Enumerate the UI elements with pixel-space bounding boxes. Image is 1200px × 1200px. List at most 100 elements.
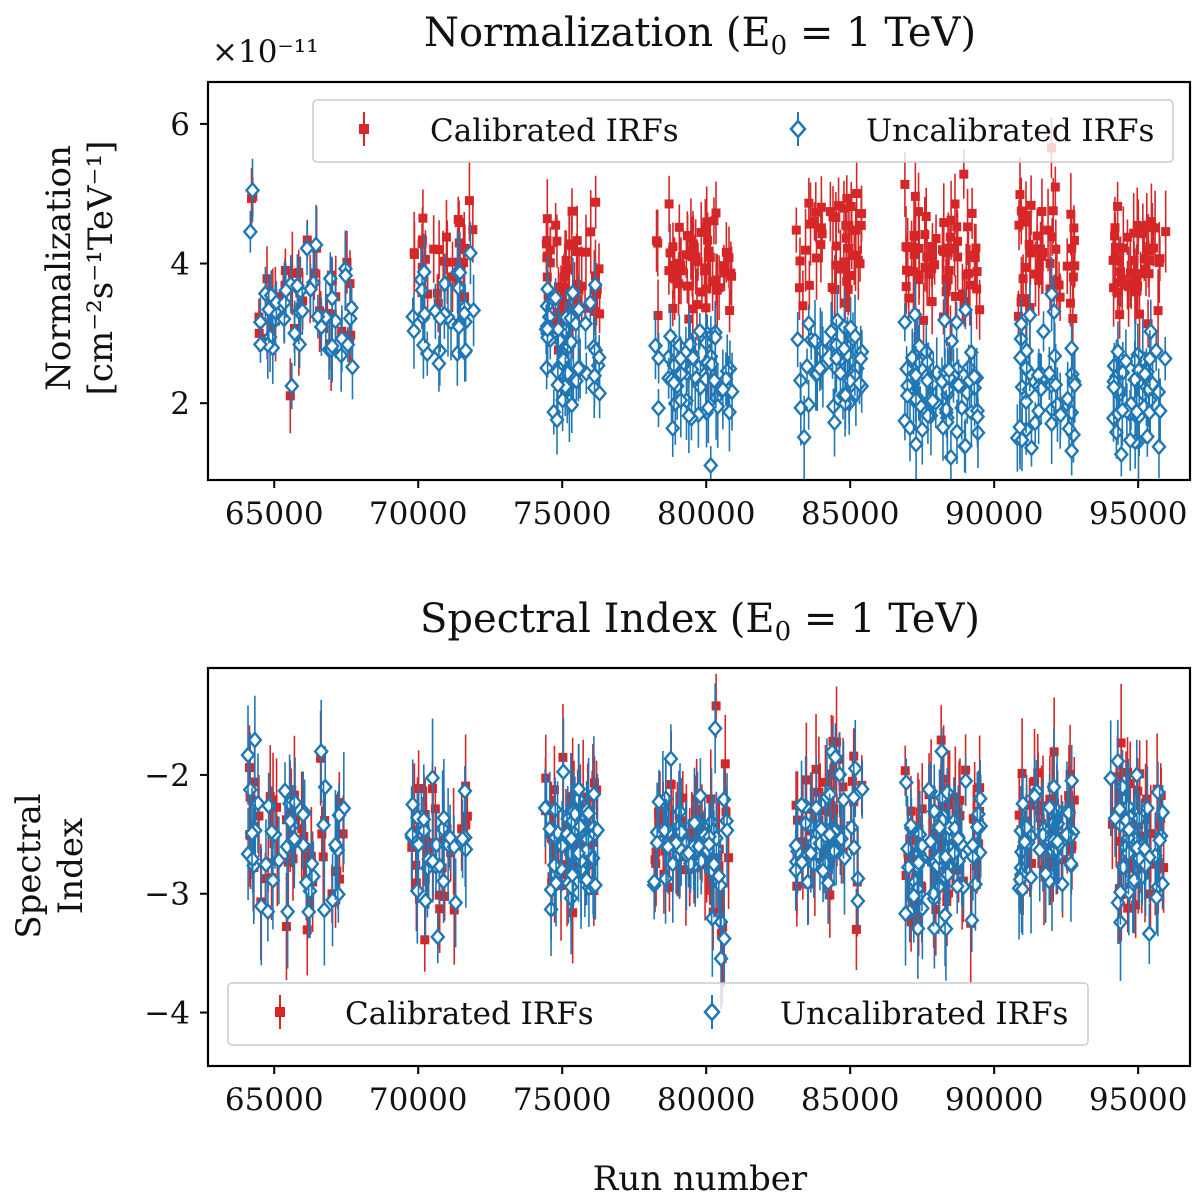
uncalibrated-point [539, 359, 555, 377]
uncalibrated-point [431, 354, 447, 373]
calibrated-point [1070, 261, 1080, 271]
calibrated-point [857, 209, 867, 219]
uncalibrated-point [897, 904, 914, 923]
uncalibrated-point [713, 949, 729, 968]
calibrated-point [727, 271, 737, 281]
uncalibrated-point [646, 872, 662, 891]
uncalibrated-point [568, 314, 584, 333]
calibrated-point [690, 804, 700, 814]
calibrated-point [847, 776, 857, 786]
uncalibrated-point [790, 330, 806, 349]
normalization-axes-frame [206, 80, 1192, 482]
uncalibrated-point [803, 844, 819, 862]
calibrated-point [700, 222, 710, 232]
uncalibrated-point [550, 320, 566, 339]
uncalibrated-point [1067, 376, 1083, 394]
uncalibrated-point [672, 349, 689, 368]
uncalibrated-point [938, 919, 954, 938]
calibrated-point [904, 293, 914, 303]
ylabel-line-2: Index [51, 818, 91, 914]
uncalibrated-point [1108, 423, 1124, 442]
uncalibrated-point [587, 876, 603, 894]
calibrated-point [1068, 272, 1078, 282]
uncalibrated-point [1012, 418, 1028, 436]
uncalibrated-point [1103, 769, 1119, 788]
calibrated-point [438, 256, 448, 266]
calibrated-point [817, 229, 827, 239]
uncalibrated-point [964, 911, 980, 930]
uncalibrated-point [1064, 771, 1080, 790]
calibrated-point [839, 203, 849, 213]
calibrated-point [721, 247, 731, 257]
uncalibrated-point [1114, 401, 1130, 420]
calibrated-point [714, 283, 724, 293]
x-tick-label: 70000 [369, 496, 468, 532]
uncalibrated-point [799, 357, 815, 376]
uncalibrated-point [692, 378, 709, 397]
calibrated-point [1069, 235, 1079, 245]
y-tick-label: 4 [170, 247, 190, 283]
uncalibrated-point [564, 396, 580, 414]
calibrated-point [595, 309, 605, 319]
calibrated-point [1142, 220, 1152, 230]
calibrated-point [851, 924, 861, 934]
calibrated-point [696, 227, 706, 237]
uncalibrated-point [949, 422, 965, 441]
uncalibrated-point [548, 874, 564, 892]
uncalibrated-point [957, 437, 973, 455]
uncalibrated-point [1143, 322, 1159, 341]
calibrated-point [950, 244, 960, 254]
x-tick-label: 65000 [225, 1082, 324, 1118]
uncalibrated-point [829, 311, 845, 330]
uncalibrated-point [1013, 315, 1029, 333]
calibrated-point [910, 191, 920, 201]
calibrated-point [1116, 738, 1126, 748]
uncalibrated-point [550, 376, 566, 394]
uncalibrated-point [925, 391, 941, 410]
uncalibrated-point [827, 748, 843, 767]
uncalibrated-point [442, 828, 458, 847]
calibrated-point [900, 766, 910, 776]
uncalibrated-point [1152, 831, 1168, 850]
calibrated-point [946, 215, 956, 225]
uncalibrated-point [843, 318, 859, 337]
uncalibrated-point [666, 373, 682, 392]
legend-box [312, 99, 1174, 163]
calibrated-point [688, 830, 698, 840]
uncalibrated-point [1023, 868, 1039, 887]
calibrated-point [409, 249, 419, 259]
calibrated-point [653, 310, 663, 320]
uncalibrated-point [1015, 794, 1031, 813]
calibrated-point [254, 811, 264, 821]
normalization-panel: Normalization (E0 = 1 TeV) ×10⁻¹¹ Normal… [39, 10, 1192, 532]
uncalibrated-point [1126, 871, 1142, 889]
calibrated-point [317, 829, 327, 839]
calibrated-point [1045, 858, 1055, 868]
uncalibrated-point [565, 283, 581, 302]
ylabel-line-1: Normalization [39, 145, 79, 391]
ylabel-line-1: Spectral [9, 793, 49, 938]
calibrated-point [709, 216, 719, 226]
calibrated-point [806, 219, 816, 229]
uncalibrated-point [1118, 352, 1134, 371]
uncalibrated-point [414, 281, 430, 300]
uncalibrated-point [935, 418, 951, 437]
uncalibrated-point [549, 411, 565, 429]
calibrated-point [963, 269, 973, 279]
uncalibrated-point [651, 349, 667, 368]
uncalibrated-point [302, 280, 319, 299]
uncalibrated-point [822, 825, 838, 844]
calibrated-point [435, 904, 445, 914]
y-tick-label: −2 [144, 758, 190, 794]
calibrated-point [843, 284, 853, 294]
calibrated-point [674, 279, 684, 289]
uncalibrated-point [451, 317, 467, 336]
uncalibrated-point [1063, 854, 1079, 873]
calibrated-point [844, 270, 854, 280]
uncalibrated-point [665, 419, 681, 438]
calibrated-point [681, 250, 691, 260]
uncalibrated-point [316, 901, 332, 919]
calibrated-point [1116, 267, 1126, 277]
uncalibrated-point [660, 838, 676, 856]
uncalibrated-point [853, 349, 869, 368]
